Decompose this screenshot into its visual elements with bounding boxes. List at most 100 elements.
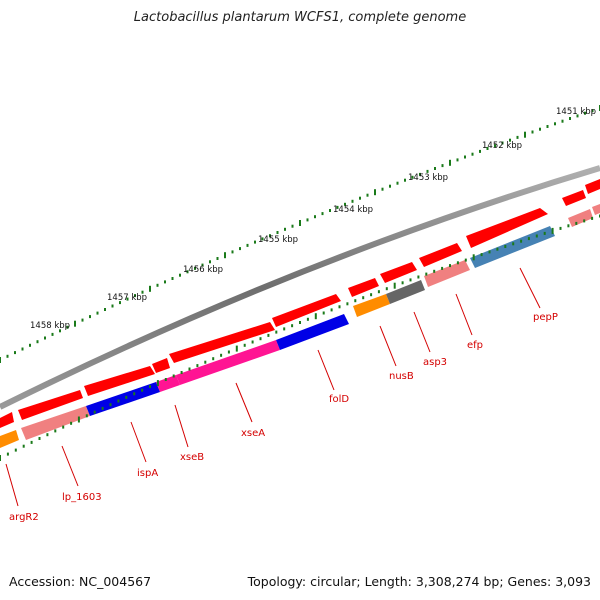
minor-tick bbox=[239, 247, 241, 251]
minor-tick bbox=[104, 308, 106, 311]
minor-tick bbox=[101, 406, 104, 410]
minor-tick bbox=[291, 224, 294, 228]
minor-tick bbox=[54, 429, 57, 433]
minor-tick bbox=[243, 343, 246, 347]
minor-tick bbox=[141, 388, 144, 392]
minor-tick bbox=[251, 340, 254, 344]
minor-tick bbox=[62, 425, 65, 429]
minor-tick bbox=[401, 281, 404, 285]
minor-tick bbox=[30, 440, 33, 444]
minor-tick bbox=[576, 114, 579, 118]
minor-tick bbox=[306, 317, 309, 321]
minor-tick bbox=[81, 318, 84, 322]
minor-tick bbox=[89, 315, 91, 319]
minor-tick bbox=[44, 336, 46, 340]
minor-tick bbox=[134, 294, 136, 298]
minor-tick bbox=[149, 385, 151, 389]
gene-feature bbox=[156, 375, 180, 392]
minor-tick bbox=[14, 448, 17, 452]
minor-tick bbox=[389, 184, 391, 188]
genome-backbone bbox=[0, 165, 600, 410]
minor-tick bbox=[6, 354, 9, 358]
gene-label: lp_1603 bbox=[62, 492, 102, 503]
minor-tick bbox=[496, 247, 499, 251]
minor-tick bbox=[85, 414, 88, 418]
minor-tick bbox=[314, 215, 316, 219]
minor-tick bbox=[370, 293, 373, 297]
minor-tick bbox=[441, 164, 444, 168]
gene-label: ispA bbox=[137, 468, 158, 479]
minor-tick bbox=[569, 117, 571, 120]
minor-tick bbox=[133, 392, 136, 396]
minor-tick bbox=[125, 395, 128, 399]
minor-tick bbox=[583, 219, 586, 223]
minor-tick bbox=[520, 239, 523, 243]
minor-tick bbox=[535, 234, 538, 238]
minor-tick bbox=[204, 360, 207, 364]
minor-tick bbox=[527, 237, 530, 241]
minor-tick bbox=[330, 308, 333, 312]
minor-tick bbox=[417, 275, 420, 279]
gene-feature bbox=[272, 294, 341, 327]
minor-tick bbox=[471, 152, 474, 156]
minor-tick bbox=[480, 253, 483, 257]
minor-tick bbox=[216, 257, 219, 260]
minor-tick bbox=[321, 212, 324, 216]
minor-tick bbox=[164, 378, 167, 381]
gene-feature bbox=[466, 208, 548, 248]
minor-tick bbox=[196, 364, 199, 368]
topology-info: Topology: circular; Length: 3,308,274 bp… bbox=[247, 574, 591, 589]
minor-tick bbox=[246, 243, 249, 247]
minor-tick bbox=[22, 444, 25, 448]
gene-feature bbox=[380, 262, 417, 283]
gene-feature bbox=[568, 209, 593, 227]
major-tick bbox=[374, 189, 376, 196]
scale-ticks bbox=[0, 105, 600, 363]
gene-feature bbox=[419, 243, 462, 267]
minor-tick bbox=[227, 350, 230, 354]
minor-tick bbox=[306, 218, 309, 222]
minor-tick bbox=[126, 297, 129, 301]
minor-tick bbox=[509, 138, 511, 142]
minor-tick bbox=[156, 283, 159, 287]
gene-feature bbox=[424, 260, 470, 287]
scale-label: 1453 kbp bbox=[408, 173, 448, 183]
gene-feature bbox=[353, 294, 390, 317]
minor-tick bbox=[231, 250, 234, 254]
gene-feature bbox=[84, 366, 155, 396]
major-tick bbox=[551, 227, 554, 234]
minor-tick bbox=[479, 149, 481, 153]
inner-scale-ticks bbox=[0, 214, 600, 461]
gene-feature bbox=[585, 179, 600, 194]
minor-tick bbox=[546, 125, 549, 128]
minor-tick bbox=[396, 181, 399, 185]
major-tick bbox=[449, 159, 451, 166]
gene-label: xseB bbox=[180, 452, 204, 463]
minor-tick bbox=[362, 296, 365, 300]
minor-tick bbox=[344, 202, 346, 206]
minor-tick bbox=[419, 172, 421, 176]
minor-tick bbox=[284, 227, 286, 231]
minor-tick bbox=[501, 141, 504, 145]
scale-label: 1454 kbp bbox=[333, 205, 373, 215]
gene-feature bbox=[348, 278, 379, 297]
major-tick bbox=[224, 252, 226, 259]
minor-tick bbox=[539, 127, 541, 131]
minor-tick bbox=[172, 374, 175, 378]
minor-tick bbox=[322, 311, 325, 315]
minor-tick bbox=[212, 357, 215, 361]
minor-tick bbox=[486, 147, 489, 150]
minor-tick bbox=[449, 264, 451, 268]
major-tick bbox=[314, 313, 317, 320]
minor-tick bbox=[377, 290, 380, 294]
minor-tick bbox=[29, 343, 31, 347]
minor-tick bbox=[46, 433, 49, 437]
minor-tick bbox=[504, 245, 507, 248]
major-tick bbox=[472, 254, 475, 261]
gene-feature bbox=[18, 390, 83, 420]
minor-tick bbox=[411, 175, 414, 179]
minor-tick bbox=[14, 351, 16, 355]
forward-genes bbox=[0, 179, 600, 428]
major-tick bbox=[0, 455, 1, 461]
